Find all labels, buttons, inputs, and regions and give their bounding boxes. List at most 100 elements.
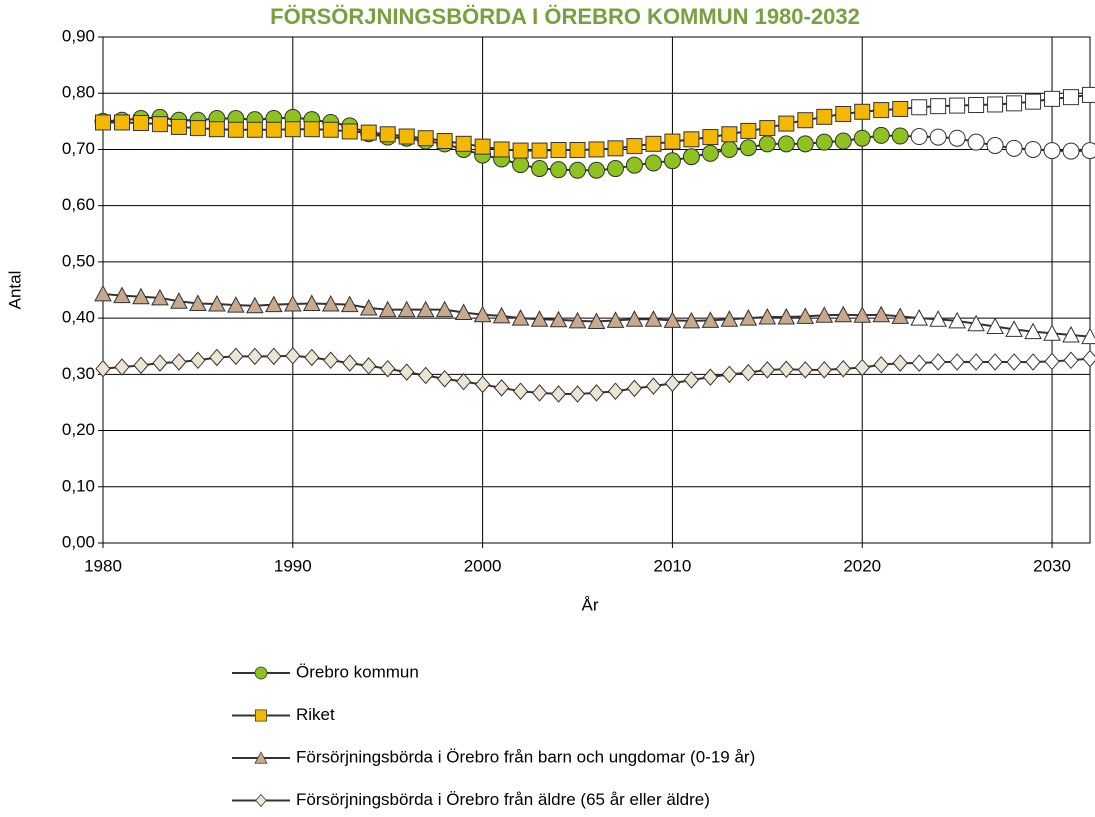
data-point bbox=[474, 375, 491, 394]
data-point bbox=[512, 382, 529, 400]
data-point bbox=[285, 347, 301, 365]
data-point bbox=[720, 140, 738, 158]
x-tick-label: 1980 bbox=[84, 556, 122, 575]
data-point bbox=[246, 121, 263, 138]
data-point bbox=[815, 133, 833, 151]
legend-label: Örebro kommun bbox=[296, 662, 419, 681]
data-point bbox=[416, 300, 435, 318]
data-point bbox=[777, 307, 796, 325]
data-point bbox=[209, 348, 225, 367]
data-point bbox=[340, 295, 359, 313]
data-point bbox=[418, 366, 434, 385]
data-point bbox=[645, 377, 662, 395]
data-point bbox=[247, 347, 263, 366]
y-tick-label: 0,10 bbox=[62, 476, 95, 495]
data-point bbox=[834, 132, 852, 150]
data-point bbox=[1005, 320, 1023, 337]
data-point bbox=[797, 112, 814, 129]
data-point bbox=[816, 108, 833, 125]
data-point bbox=[606, 311, 625, 328]
y-tick-label: 0,60 bbox=[62, 195, 95, 214]
data-point bbox=[190, 351, 206, 370]
data-point bbox=[380, 359, 396, 378]
data-point bbox=[1024, 140, 1042, 158]
data-point bbox=[550, 161, 568, 179]
data-point bbox=[778, 360, 794, 379]
data-point bbox=[701, 311, 720, 328]
data-point bbox=[777, 135, 795, 153]
data-point bbox=[284, 121, 301, 138]
data-point bbox=[569, 142, 586, 159]
data-point bbox=[512, 156, 530, 174]
x-tick-label: 1990 bbox=[274, 556, 312, 575]
data-point bbox=[739, 309, 758, 326]
data-point bbox=[151, 116, 168, 133]
data-point bbox=[892, 100, 909, 117]
data-point bbox=[759, 120, 776, 137]
x-axis-label: År bbox=[582, 595, 599, 614]
data-point bbox=[95, 359, 111, 378]
data-point bbox=[587, 312, 606, 329]
data-point bbox=[683, 131, 700, 148]
data-point bbox=[323, 351, 339, 370]
data-point bbox=[721, 365, 738, 384]
data-point bbox=[322, 121, 339, 138]
x-tick-label: 2000 bbox=[464, 556, 502, 575]
data-point bbox=[189, 120, 206, 137]
y-tick-label: 0,30 bbox=[62, 364, 95, 383]
data-point bbox=[739, 139, 757, 157]
data-point bbox=[872, 305, 891, 323]
data-point bbox=[872, 126, 890, 144]
data-point bbox=[189, 294, 207, 311]
data-point bbox=[474, 138, 491, 155]
x-tick-label: 2010 bbox=[654, 556, 692, 575]
data-point bbox=[701, 144, 719, 162]
data-point bbox=[682, 148, 700, 166]
data-point bbox=[607, 382, 624, 400]
data-point bbox=[1044, 352, 1060, 371]
data-point bbox=[607, 140, 624, 157]
data-point bbox=[682, 311, 701, 329]
data-point bbox=[359, 298, 378, 316]
data-point bbox=[986, 137, 1004, 155]
x-tick-label: 2030 bbox=[1033, 556, 1071, 575]
y-tick-label: 0,50 bbox=[62, 251, 95, 270]
data-point bbox=[588, 384, 605, 402]
data-point bbox=[492, 306, 511, 324]
data-point bbox=[321, 294, 340, 312]
data-point bbox=[702, 129, 719, 146]
data-point bbox=[378, 300, 397, 318]
y-tick-label: 0,90 bbox=[62, 26, 95, 45]
data-point bbox=[663, 152, 681, 170]
data-point bbox=[113, 114, 130, 131]
data-point bbox=[550, 385, 567, 403]
data-point bbox=[264, 295, 283, 313]
data-point bbox=[930, 353, 946, 371]
data-point bbox=[455, 135, 472, 152]
data-point bbox=[1006, 95, 1023, 112]
data-point bbox=[664, 133, 681, 150]
data-point bbox=[740, 363, 757, 382]
data-point bbox=[929, 128, 947, 146]
data-point bbox=[170, 118, 187, 135]
data-point bbox=[531, 160, 549, 178]
data-point bbox=[132, 287, 150, 305]
data-point bbox=[854, 358, 870, 377]
data-point bbox=[436, 370, 453, 388]
chart-title: FÖRSÖRJNINGSBÖRDA I ÖREBRO KOMMUN 1980-2… bbox=[270, 4, 860, 29]
data-point bbox=[758, 135, 776, 153]
data-point bbox=[588, 141, 605, 158]
y-tick-label: 0,00 bbox=[62, 532, 95, 551]
data-point bbox=[1005, 139, 1023, 157]
data-point bbox=[114, 358, 130, 376]
data-point bbox=[151, 288, 169, 306]
data-point bbox=[854, 103, 871, 120]
data-point bbox=[1082, 86, 1095, 103]
data-point bbox=[967, 314, 985, 332]
data-point bbox=[398, 128, 415, 145]
data-point bbox=[397, 300, 416, 318]
data-point bbox=[968, 353, 984, 371]
data-point bbox=[568, 311, 587, 329]
data-point bbox=[835, 106, 852, 123]
data-point bbox=[246, 296, 264, 314]
